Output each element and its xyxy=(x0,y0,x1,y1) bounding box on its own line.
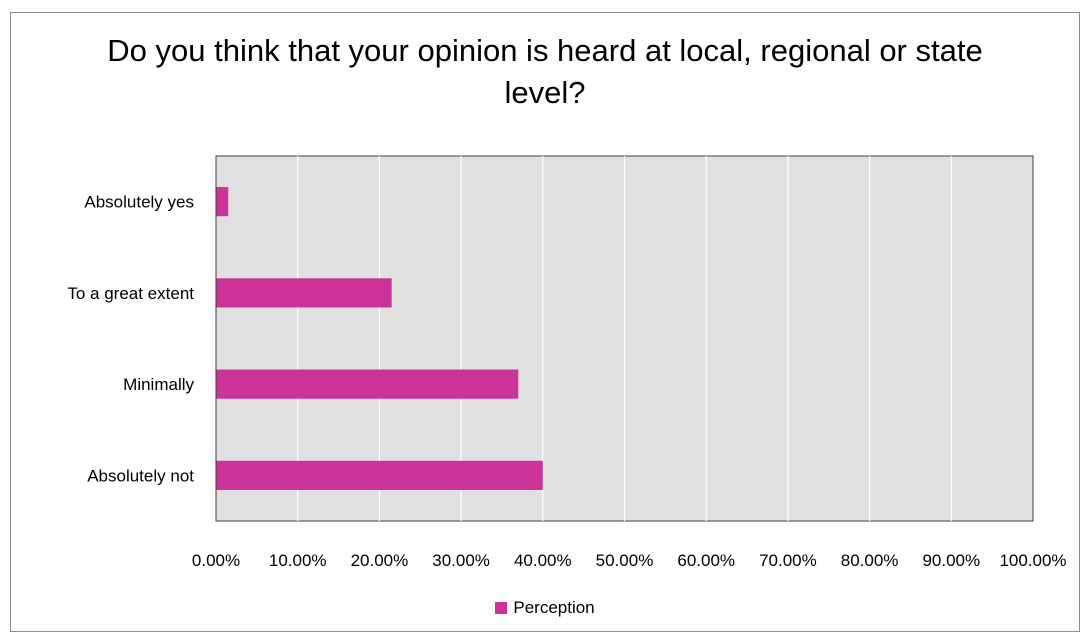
x-tick-label: 20.00% xyxy=(351,551,409,570)
legend: Perception xyxy=(0,598,1090,618)
legend-label: Perception xyxy=(513,598,595,617)
x-tick-label: 80.00% xyxy=(841,551,899,570)
x-tick-label: 60.00% xyxy=(677,551,735,570)
y-axis-labels: Absolutely yes To a great extent Minimally… xyxy=(67,193,194,486)
x-tick-label: 50.00% xyxy=(596,551,654,570)
bar xyxy=(216,187,229,217)
y-tick-label: Minimally xyxy=(123,375,194,394)
bar xyxy=(216,278,392,308)
legend-swatch xyxy=(495,602,508,614)
x-tick-label: 40.00% xyxy=(514,551,572,570)
x-tick-label: 0.00% xyxy=(192,551,240,570)
x-tick-label: 90.00% xyxy=(922,551,980,570)
x-tick-label: 100.00% xyxy=(999,551,1066,570)
y-tick-label: Absolutely not xyxy=(87,466,194,485)
x-tick-label: 30.00% xyxy=(432,551,490,570)
x-tick-label: 70.00% xyxy=(759,551,817,570)
y-tick-label: To a great extent xyxy=(67,284,194,303)
gridlines xyxy=(297,156,952,521)
bar xyxy=(216,369,519,399)
y-tick-label: Absolutely yes xyxy=(84,193,194,212)
x-tick-label: 10.00% xyxy=(269,551,327,570)
chart-title: Do you think that your opinion is heard … xyxy=(0,30,1090,114)
chart-title-text: Do you think that your opinion is heard … xyxy=(107,33,983,110)
x-axis-labels: 0.00% 10.00% 20.00% 30.00% 40.00% 50.00% 60.00… xyxy=(192,551,1067,570)
bars xyxy=(216,187,543,490)
bar xyxy=(216,460,543,490)
